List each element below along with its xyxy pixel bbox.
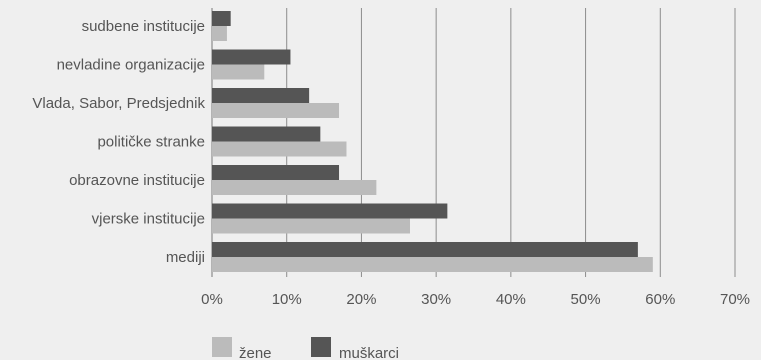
bar-muskarci-4: [212, 165, 340, 180]
bar-muskarci-0: [212, 11, 231, 26]
bar-muskarci-6: [212, 242, 638, 257]
bar-muskarci-1: [212, 49, 291, 65]
category-label: Vlada, Sabor, Predsjednik: [32, 95, 205, 112]
x-tick-label: 10%: [272, 291, 302, 308]
category-label: političke stranke: [97, 134, 205, 151]
category-label: nevladine organizacije: [57, 57, 205, 74]
bar-zene-0: [212, 26, 227, 41]
legend: žene muškarci: [212, 337, 399, 360]
x-tick-label: 60%: [645, 291, 675, 308]
category-label: sudbene institucije: [82, 18, 205, 35]
category-labels: sudbene institucije nevladine organizacij…: [32, 18, 205, 266]
bar-zene-2: [212, 103, 340, 118]
category-label: obrazovne institucije: [69, 172, 205, 189]
bar-zene-5: [212, 218, 410, 234]
category-label: vjerske institucije: [92, 211, 205, 228]
bar-muskarci-3: [212, 126, 321, 142]
bars: [212, 11, 653, 272]
x-tick-label: 50%: [571, 291, 601, 308]
bar-muskarci-2: [212, 88, 310, 103]
x-tick-labels: 0% 10% 20% 30% 40% 50% 60% 70%: [201, 291, 750, 308]
bar-muskarci-5: [212, 203, 448, 219]
bar-zene-3: [212, 141, 347, 157]
legend-label-muskarci: muškarci: [339, 345, 399, 360]
x-tick-label: 30%: [421, 291, 451, 308]
legend-swatch-muskarci: [311, 337, 331, 357]
x-tick-label: 40%: [496, 291, 526, 308]
x-tick-label: 70%: [720, 291, 750, 308]
legend-swatch-zene: [212, 337, 232, 357]
bar-zene-6: [212, 257, 653, 272]
category-label: mediji: [166, 249, 205, 266]
legend-label-zene: žene: [239, 345, 272, 360]
x-tick-label: 0%: [201, 291, 223, 308]
x-tick-label: 20%: [346, 291, 376, 308]
bar-zene-4: [212, 180, 377, 195]
bar-zene-1: [212, 64, 265, 80]
